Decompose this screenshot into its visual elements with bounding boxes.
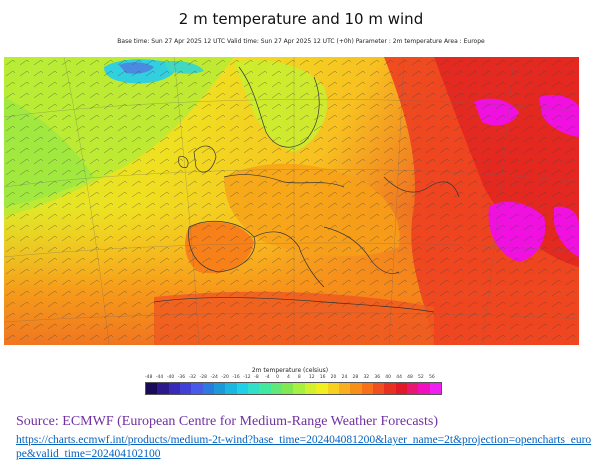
colorbar-segment (316, 383, 328, 394)
legend-ticks: -48 -44 -40 -36 -32 -28 -24 -20 -16 -12 -8 -4 0 4 8 12 1… (145, 375, 440, 382)
colorbar-tick-label: 32 (363, 375, 370, 380)
colorbar-tick-label: 20 (330, 375, 337, 380)
colorbar-segment (202, 383, 215, 394)
colorbar-segment (146, 383, 158, 394)
colorbar-segment (372, 383, 385, 394)
legend-title: 2m temperature (celsius) (251, 367, 329, 374)
colorbar-segment (406, 383, 419, 394)
colorbar-segment (270, 383, 283, 394)
source-credit: Source: ECMWF (European Centre for Mediu… (16, 414, 438, 429)
colorbar-segment (350, 383, 362, 394)
colorbar-segment (248, 383, 260, 394)
colorbar-tick-label: 52 (418, 375, 424, 380)
colorbar-segment (282, 383, 294, 394)
colorbar-segment (384, 383, 396, 394)
colorbar-tick-label: -8 (254, 375, 259, 380)
colorbar-segment (214, 383, 226, 394)
colorbar-tick-label: 24 (341, 375, 348, 380)
colorbar-segment (361, 383, 373, 394)
colorbar-tick-label: 40 (385, 375, 392, 380)
colorbar-segment (395, 383, 407, 394)
colorbar-segment (225, 383, 237, 394)
colorbar-tick-label: 56 (428, 375, 435, 380)
colorbar-tick-label: -48 (145, 375, 153, 380)
colorbar-tick-label: -4 (265, 375, 270, 380)
colorbar-tick-label: -32 (188, 375, 197, 380)
colorbar-tick-label: 4 (286, 375, 290, 380)
colorbar-tick-label: 28 (352, 375, 359, 380)
colorbar-tick-label: -20 (221, 375, 229, 380)
colorbar-tick-label: -12 (243, 375, 251, 380)
colorbar-segment (259, 383, 271, 394)
source-link[interactable]: https://charts.ecmwf.int/products/medium… (16, 434, 592, 460)
colorbar-segment (236, 383, 249, 394)
colorbar-segment (293, 383, 305, 394)
temperature-colorbar (145, 382, 442, 395)
colorbar-segment (418, 383, 430, 394)
colorbar-tick-label: 44 (396, 375, 402, 380)
colorbar-segment (327, 383, 339, 394)
colorbar-tick-label: -16 (232, 375, 240, 380)
colorbar-tick-label: 48 (407, 375, 413, 380)
colorbar-tick-label: -40 (166, 375, 175, 380)
colorbar-segment (304, 383, 317, 394)
colorbar-tick-label: 0 (276, 375, 279, 380)
map-svg (4, 57, 579, 345)
colorbar-tick-label: -28 (199, 375, 207, 380)
colorbar-tick-label: 8 (297, 375, 301, 380)
colorbar-segment (338, 383, 351, 394)
chart-title: 2 m temperature and 10 m wind (178, 10, 424, 28)
colorbar-segment (180, 383, 192, 394)
wind-barbs-layer (4, 57, 579, 345)
colorbar-tick-label: 16 (319, 375, 326, 380)
colorbar-tick-label: 36 (374, 375, 381, 380)
colorbar-segment (191, 383, 203, 394)
colorbar-tick-label: -44 (155, 375, 164, 380)
colorbar-tick-label: 12 (308, 375, 315, 380)
colorbar-tick-label: -24 (210, 375, 218, 380)
colorbar-segment (168, 383, 181, 394)
chart-subtitle: Base time: Sun 27 Apr 2025 12 UTC Valid … (117, 38, 485, 45)
colorbar-segment (429, 383, 441, 394)
colorbar-segment (157, 383, 169, 394)
colorbar-tick-label: -36 (177, 375, 186, 380)
temperature-map (4, 57, 579, 345)
